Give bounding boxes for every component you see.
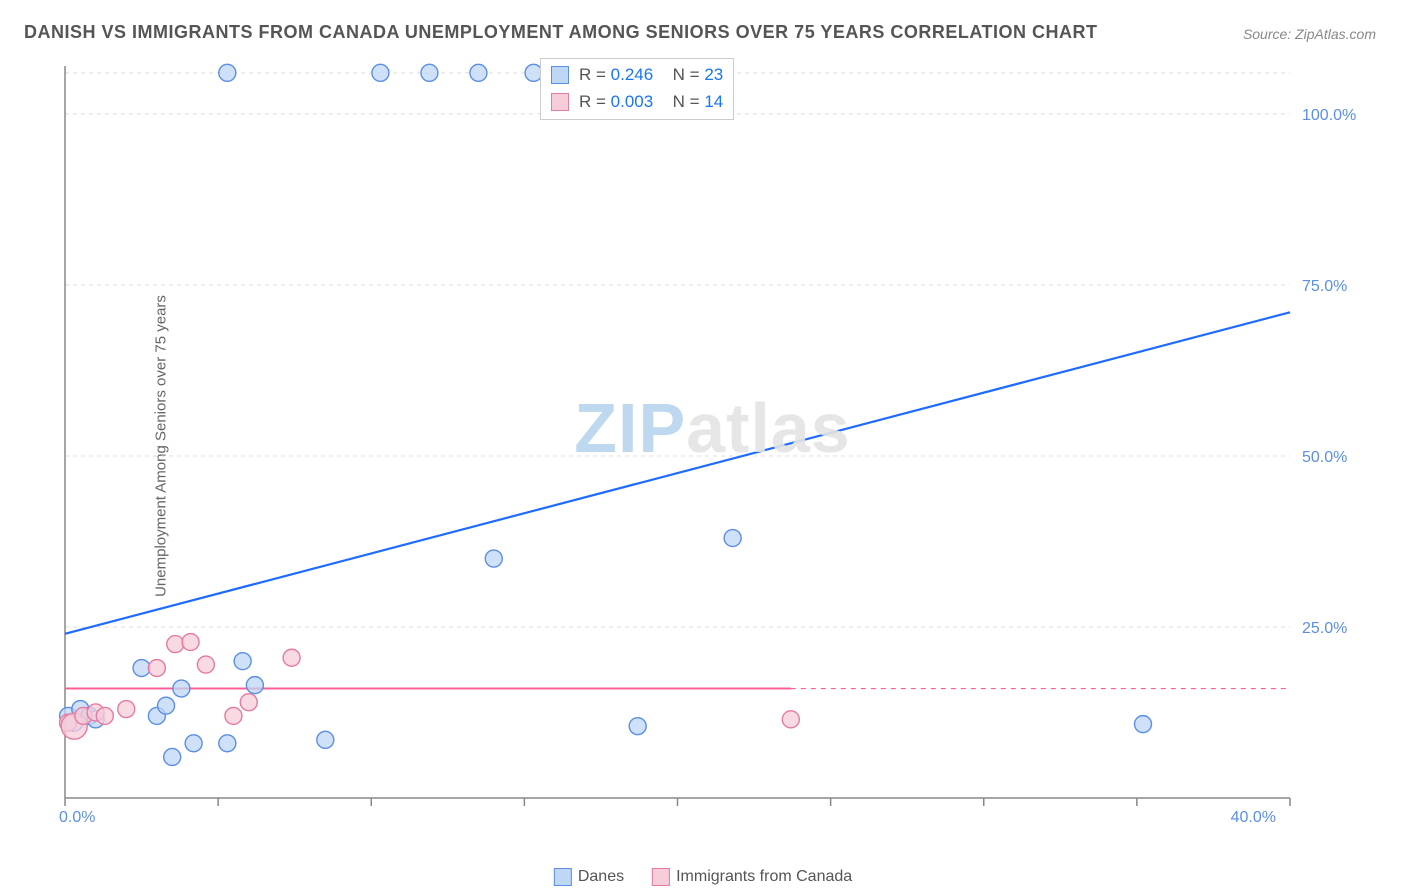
data-point bbox=[118, 701, 135, 718]
stat-n-label: N = 14 bbox=[663, 88, 723, 115]
y-tick-label: 50.0% bbox=[1302, 449, 1347, 466]
data-point bbox=[372, 64, 389, 81]
data-point bbox=[173, 680, 190, 697]
stat-r-label: R = 0.246 bbox=[579, 61, 653, 88]
data-point bbox=[148, 660, 165, 677]
data-point bbox=[197, 656, 214, 673]
chart-svg: 25.0% 50.0% 75.0% 100.0% 0.0% 40.0% bbox=[55, 58, 1370, 828]
data-point bbox=[470, 64, 487, 81]
legend-label: Danes bbox=[578, 868, 624, 885]
series-legend: Danes Immigrants from Canada bbox=[554, 868, 852, 886]
stats-row: R = 0.003 N = 14 bbox=[551, 88, 723, 115]
legend-swatch-icon bbox=[652, 868, 670, 886]
data-point bbox=[167, 636, 184, 653]
data-point bbox=[1135, 716, 1152, 733]
data-point bbox=[133, 660, 150, 677]
data-point bbox=[317, 731, 334, 748]
data-point bbox=[219, 735, 236, 752]
data-point bbox=[164, 748, 181, 765]
data-point bbox=[219, 64, 236, 81]
legend-item: Danes bbox=[554, 868, 624, 886]
stats-legend-box: R = 0.246 N = 23R = 0.003 N = 14 bbox=[540, 58, 734, 120]
legend-swatch-icon bbox=[551, 93, 569, 111]
x-tick-label: 0.0% bbox=[59, 809, 95, 826]
legend-label: Immigrants from Canada bbox=[676, 868, 852, 885]
stats-row: R = 0.246 N = 23 bbox=[551, 61, 723, 88]
legend-swatch-icon bbox=[554, 868, 572, 886]
data-point bbox=[246, 677, 263, 694]
data-point bbox=[225, 707, 242, 724]
legend-item: Immigrants from Canada bbox=[652, 868, 852, 886]
data-point bbox=[782, 711, 799, 728]
regression-line-danes bbox=[65, 312, 1290, 634]
data-point bbox=[421, 64, 438, 81]
data-point bbox=[158, 697, 175, 714]
legend-swatch-icon bbox=[551, 66, 569, 84]
stat-r-label: R = 0.003 bbox=[579, 88, 653, 115]
data-point bbox=[629, 718, 646, 735]
data-point bbox=[185, 735, 202, 752]
data-point bbox=[724, 530, 741, 547]
data-point bbox=[485, 550, 502, 567]
data-point bbox=[96, 707, 113, 724]
chart-title: DANISH VS IMMIGRANTS FROM CANADA UNEMPLO… bbox=[24, 22, 1098, 43]
x-tick-label: 40.0% bbox=[1231, 809, 1276, 826]
y-tick-label: 25.0% bbox=[1302, 620, 1347, 637]
data-point bbox=[182, 634, 199, 651]
source-label: Source: ZipAtlas.com bbox=[1243, 26, 1376, 42]
data-point bbox=[240, 694, 257, 711]
data-point bbox=[283, 649, 300, 666]
y-tick-label: 75.0% bbox=[1302, 278, 1347, 295]
stat-n-label: N = 23 bbox=[663, 61, 723, 88]
scatter-plot: 25.0%50.0%75.0%100.0%0.0%40.0% ZIPatlas bbox=[55, 58, 1370, 828]
y-tick-label: 100.0% bbox=[1302, 107, 1356, 124]
data-point bbox=[234, 653, 251, 670]
